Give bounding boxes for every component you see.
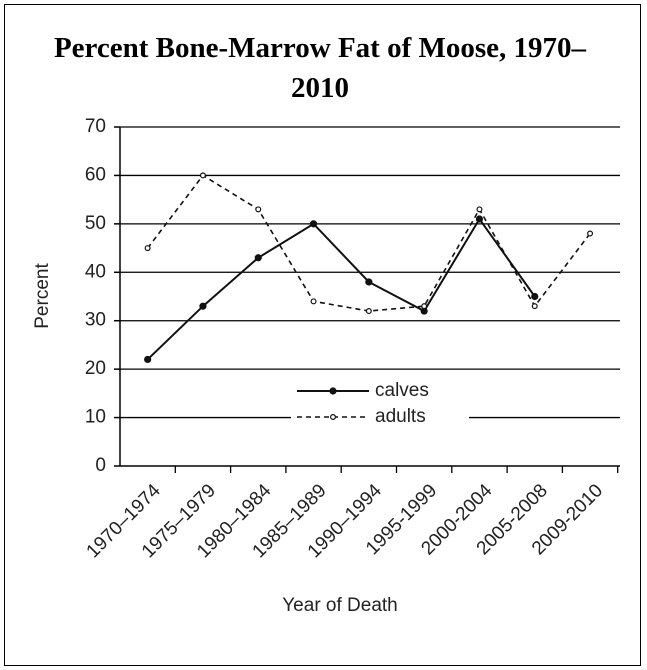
y-tick-label: 60: [85, 164, 106, 185]
legend-label: calves: [375, 380, 429, 401]
chart-title: Percent Bone-Marrow Fat of Moose, 1970–2…: [53, 32, 587, 104]
data-point: [144, 355, 152, 364]
data-point: [309, 220, 318, 228]
legend-marker: [329, 387, 337, 395]
y-tick-label: 40: [85, 261, 106, 282]
y-tick-label: 10: [85, 407, 106, 428]
data-point: [144, 245, 151, 252]
data-point: [199, 302, 207, 310]
x-axis-label: Year of Death: [282, 595, 398, 616]
legend-background: [291, 375, 469, 431]
data-point: [365, 278, 373, 286]
y-tick-label: 70: [85, 116, 106, 137]
y-axis-label: Percent: [32, 263, 53, 329]
legend-marker: [330, 414, 337, 421]
data-point: [531, 303, 538, 310]
y-tick-label: 30: [85, 310, 106, 331]
series-line: [147, 174, 591, 312]
data-point: [254, 254, 262, 262]
data-point: [255, 206, 262, 213]
data-point: [531, 292, 539, 301]
y-tick-label: 50: [85, 213, 106, 234]
data-point: [365, 308, 372, 315]
y-tick-label: 20: [85, 358, 106, 379]
data-point: [587, 230, 594, 237]
data-point: [310, 298, 317, 305]
series-line: [146, 217, 536, 361]
legend-label: adults: [375, 406, 426, 427]
data-point: [475, 215, 484, 223]
data-point: [476, 206, 483, 213]
frame: [4, 4, 641, 666]
y-tick-label: 0: [95, 455, 106, 476]
data-point: [199, 172, 206, 179]
data-point: [421, 303, 428, 310]
